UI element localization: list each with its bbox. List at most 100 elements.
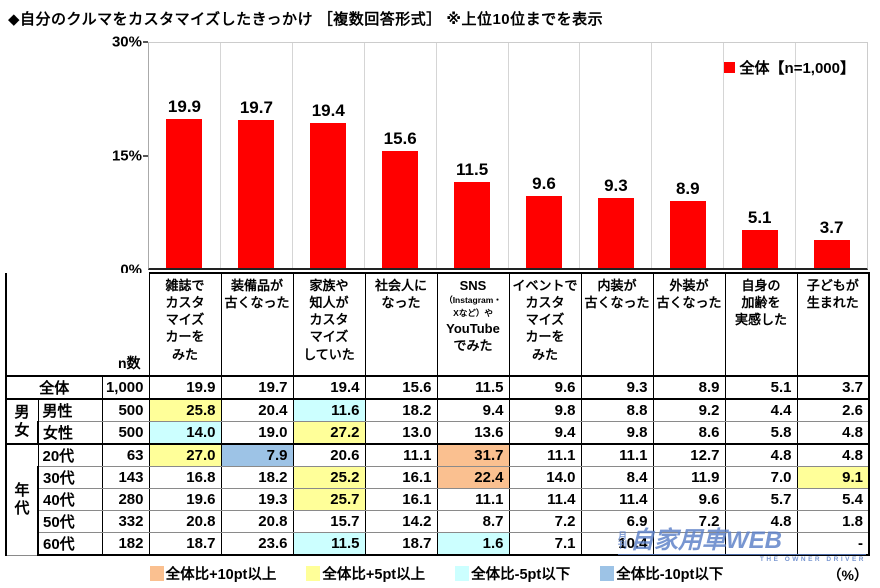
table-cell: 11.1	[436, 488, 510, 511]
y-axis-tick-30: 30%	[111, 33, 142, 51]
table-cell: 20.8	[220, 510, 294, 533]
table-cell: 13.0	[364, 421, 438, 445]
data-table: n数 雑誌で カスタ マイズ カーを みた 装備品が 古くなった 家族や 知人が カスタ マイズ して…	[5, 272, 870, 556]
table-cell: 1.8	[796, 510, 870, 533]
table-header-row: n数 雑誌で カスタ マイズ カーを みた 装備品が 古くなった 家族や 知人が カスタ マイズ して…	[5, 272, 870, 377]
row-label: 60代	[37, 532, 103, 556]
bar	[813, 240, 850, 268]
column-header: イベントで カスタ マイズ カーを みた	[508, 272, 582, 377]
chart-column: 9.3	[579, 43, 651, 268]
table-cell: 18.7	[148, 532, 222, 556]
legend-item-label: 全体比-10pt以下	[616, 567, 724, 583]
table-cell: 5.7	[724, 488, 798, 511]
legend-item: 全体比-10pt以下	[600, 563, 723, 584]
column-header-line: 古くなった	[656, 295, 722, 311]
table-cell: 20.4	[220, 398, 294, 422]
table-cell: 5.1	[724, 375, 798, 400]
legend-item: 全体比+5pt以上	[306, 563, 425, 584]
column-header-line: みた	[531, 346, 558, 362]
table-cell	[724, 532, 798, 556]
column-header-line: カスタ	[525, 295, 565, 311]
column-header-line: 知人が	[309, 295, 349, 311]
table-cell: 9.8	[580, 421, 654, 445]
bar-value-label: 9.3	[604, 176, 628, 196]
row-n-value: 332	[101, 510, 150, 533]
row-label: 全体	[5, 375, 103, 400]
column-header-line: していた	[303, 346, 355, 362]
table-cell: 12.7	[652, 443, 726, 467]
chart-column: 11.5	[435, 43, 508, 268]
table-cell: 14.0	[508, 466, 582, 489]
table-cell: 16.8	[148, 466, 222, 489]
column-header-line: 古くなった	[584, 295, 650, 311]
y-axis-tickmark	[143, 41, 148, 43]
table-cell: 11.5	[436, 375, 510, 400]
table-cell: 11.1	[364, 443, 438, 467]
legend-swatch	[600, 566, 615, 581]
table-cell: 19.0	[220, 421, 294, 445]
column-header-line: 雑誌で	[165, 278, 205, 293]
row-group-label: 年代	[5, 443, 39, 556]
row-n-value: 1,000	[101, 375, 150, 400]
y-axis-tick-15: 15%	[111, 147, 142, 165]
table-cell: 8.7	[436, 510, 510, 533]
table-cell: 20.6	[292, 443, 366, 467]
table-cell: 8.6	[652, 421, 726, 445]
column-header: 内装が 古くなった	[580, 272, 654, 377]
legend-item: 全体比-5pt以下	[455, 563, 570, 584]
table-cell: 2.6	[796, 398, 870, 422]
column-header-line: 子どもが	[806, 278, 859, 293]
table-cell: 11.5	[292, 532, 366, 556]
column-header-line: 装備品が	[230, 278, 283, 293]
table-cell: 19.9	[148, 375, 222, 400]
table-cell: 9.8	[508, 398, 582, 422]
table-cell: 7.2	[508, 510, 582, 533]
row-label: 30代	[37, 466, 103, 489]
table-cell	[652, 532, 726, 556]
data-table-wrap: n数 雑誌で カスタ マイズ カーを みた 装備品が 古くなった 家族や 知人が カスタ マイズ して…	[5, 272, 870, 556]
row-group-label: 男女	[5, 398, 39, 445]
table-cell: 7.1	[508, 532, 582, 556]
legend-marker-icon	[723, 62, 735, 73]
table-cell: 23.6	[220, 532, 294, 556]
n-count-header: n数	[5, 273, 149, 377]
column-header: 社会人に なった	[364, 272, 438, 377]
table-cell: 9.2	[652, 398, 726, 422]
table-cell: 5.8	[724, 421, 798, 445]
column-header: SNS （Instagram・ Xなど）や YouTube でみた	[436, 272, 510, 377]
column-header-line: 内装が	[597, 278, 637, 293]
bar-value-label: 5.1	[747, 207, 772, 227]
table-cell: 19.6	[148, 488, 222, 511]
table-row: 30代 143 16.8 18.2 25.2 16.1 22.4 14.0 8.4 11.9 7.0…	[6, 466, 870, 489]
row-label: 50代	[37, 510, 103, 533]
legend-swatch	[455, 566, 470, 581]
table-cell: 8.8	[580, 398, 654, 422]
column-header-line: カスタ	[309, 312, 349, 328]
table-cell: 8.4	[580, 466, 654, 489]
table-cell: 9.6	[508, 375, 582, 400]
chart-column: 5.1	[723, 43, 795, 268]
table-cell: 1.6	[436, 532, 510, 556]
table-cell: 19.7	[220, 375, 294, 400]
bar-value-label: 19.4	[311, 100, 345, 120]
column-header: 装備品が 古くなった	[220, 272, 294, 377]
table-cell: 4.8	[724, 510, 798, 533]
row-label: 女性	[37, 421, 103, 445]
table-cell: 9.4	[436, 398, 510, 422]
bar	[741, 229, 778, 268]
table-cell: 4.8	[724, 443, 798, 467]
bar	[525, 196, 562, 268]
table-row: 50代 332 20.8 20.8 15.7 14.2 8.7 7.2 6.9 7.2 4.8 1.8	[6, 510, 870, 533]
bar-value-label: 3.7	[819, 218, 844, 238]
column-header-line: 生まれた	[806, 295, 859, 311]
column-header-line: SNS	[459, 278, 487, 293]
table-cell: 18.7	[364, 532, 438, 556]
table-cell: 14.0	[148, 421, 222, 445]
legend-swatch	[306, 566, 321, 581]
chart-column: 19.4	[291, 43, 364, 268]
column-header: 子どもが 生まれた	[796, 272, 870, 377]
table-cell: 8.9	[652, 375, 726, 400]
row-n-value: 280	[101, 488, 150, 511]
chart-column: 8.9	[651, 43, 723, 268]
